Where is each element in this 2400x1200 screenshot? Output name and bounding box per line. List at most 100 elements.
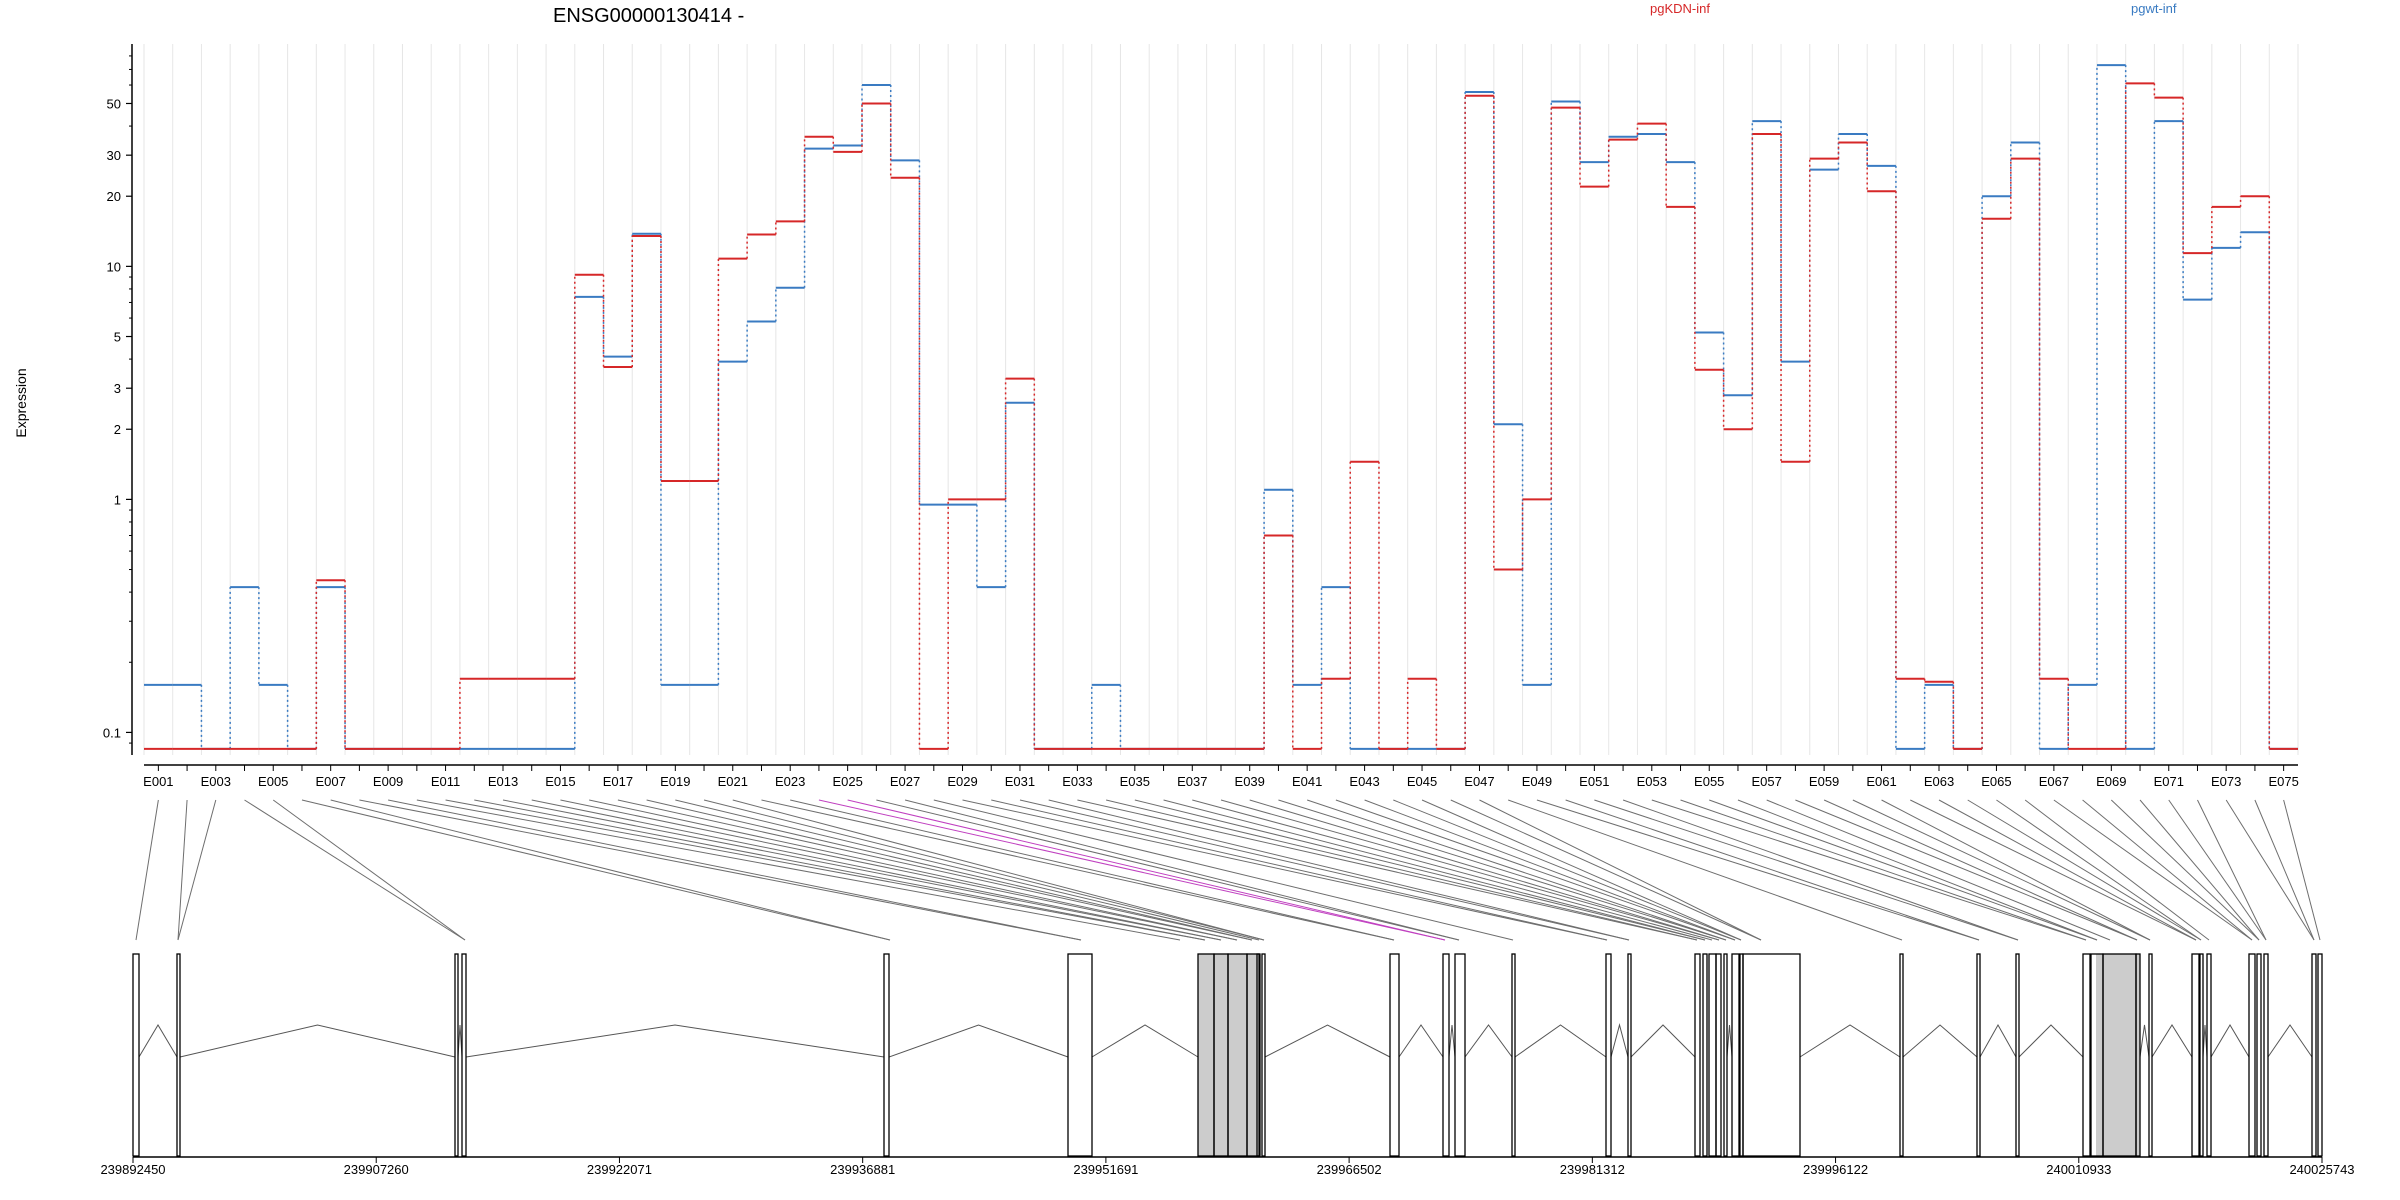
exon-box (2148, 953, 2153, 1157)
exon-connector (761, 799, 1395, 941)
intron-line (1979, 1023, 2017, 1058)
intron-line (465, 1024, 885, 1058)
exon-box (1731, 953, 1740, 1157)
coordinate-label: 240010933 (2046, 1162, 2111, 1177)
exon-connector (790, 799, 1395, 941)
x-tick-label: E033 (1062, 774, 1092, 789)
exon-connector (1307, 799, 1727, 941)
exon-connector (177, 799, 217, 941)
exon-connector (1134, 799, 1706, 941)
intron-line (1398, 1024, 1444, 1058)
x-tick-label: E031 (1005, 774, 1035, 789)
exon-connector (1996, 799, 2202, 941)
x-tick-label: E059 (1809, 774, 1839, 789)
exon-connector (1823, 799, 2138, 941)
exon-connector (1364, 799, 1736, 941)
exon-connector (1508, 799, 1903, 941)
exon-box (2317, 953, 2323, 1157)
x-tick-label: E075 (2268, 774, 2298, 789)
exon-connector (1795, 799, 2138, 941)
exon-box (1605, 953, 1612, 1157)
x-tick-label: E003 (201, 774, 231, 789)
exon-box (461, 953, 467, 1157)
y-tick-label: 3 (114, 381, 121, 396)
intron-line (1514, 1024, 1607, 1058)
y-axis: 0.1 1 2 3 5 10 20 30 50 (103, 44, 133, 755)
exon-box (1976, 953, 1981, 1157)
intron-line (1610, 1023, 1629, 1058)
x-tick-label: E063 (1924, 774, 1954, 789)
exon-connector (617, 799, 1253, 941)
exon-connector (1651, 799, 2087, 941)
exon-connector (2082, 799, 2253, 941)
exon-connector (589, 799, 1238, 941)
exon-connector (2168, 799, 2267, 941)
exon-connector (2197, 799, 2267, 941)
exon-connector (359, 799, 1082, 941)
exon-connector (301, 799, 891, 941)
x-tick-label: E047 (1464, 774, 1494, 789)
x-tick-label: E065 (1981, 774, 2011, 789)
exon-box (2256, 953, 2262, 1157)
coordinate-label: 239981312 (1560, 1162, 1625, 1177)
exon-connector (1450, 799, 1762, 941)
x-tick-label: E057 (1751, 774, 1781, 789)
x-tick-label: E069 (2096, 774, 2126, 789)
exon-box (2199, 953, 2204, 1157)
exon-connector (2225, 799, 2315, 941)
exon-connector (474, 799, 1206, 941)
exon-connector (1622, 799, 2019, 941)
exon-box (176, 953, 181, 1157)
x-tick-label: E019 (660, 774, 690, 789)
exon-box (1389, 953, 1400, 1157)
exon-connector-lines (135, 799, 2321, 941)
exon-box (2311, 953, 2317, 1157)
x-tick-label: E025 (832, 774, 862, 789)
exon-connector (1938, 799, 2197, 941)
exon-box (2135, 953, 2141, 1157)
chart-title: ENSG00000130414 - (553, 5, 744, 27)
exon-connector (646, 799, 1253, 941)
y-tick-label: 30 (107, 148, 121, 163)
exon-connector (847, 799, 1446, 941)
intron-line (1726, 1024, 1733, 1058)
x-tick-label: E023 (775, 774, 805, 789)
exon-connector (1163, 799, 1706, 941)
exon-connector (1737, 799, 2098, 941)
exon-connector (1335, 799, 1736, 941)
exon-connector (1077, 799, 1698, 941)
x-tick-label: E005 (258, 774, 288, 789)
x-tick-label: E037 (1177, 774, 1207, 789)
exon-box (1261, 953, 1266, 1157)
exon-connector (818, 799, 1446, 941)
x-tick-label: E055 (1694, 774, 1724, 789)
x-tick-label: E013 (488, 774, 518, 789)
intron-line (1630, 1024, 1696, 1058)
x-tick-label: E071 (2154, 774, 2184, 789)
coordinate-label: 239966502 (1317, 1162, 1382, 1177)
intron-line (2202, 1024, 2208, 1058)
intron-line (1799, 1024, 1901, 1058)
legend-series-pgkdn-inf: pgKDN-inf (1650, 1, 1710, 16)
y-tick-label: 20 (107, 189, 121, 204)
intron-line (457, 1024, 463, 1058)
exon-connector (531, 799, 1222, 941)
exon-connector (1680, 799, 2087, 941)
exon-connector (1565, 799, 1980, 941)
x-tick-label: E017 (603, 774, 633, 789)
exon-box (883, 953, 890, 1157)
y-tick-label: 5 (114, 330, 121, 345)
x-tick-label: E035 (1120, 774, 1150, 789)
exon-connector (272, 799, 466, 941)
exon-connector (2139, 799, 2260, 941)
x-tick-label: E073 (2211, 774, 2241, 789)
x-tick-label: E043 (1349, 774, 1379, 789)
intron-line (1464, 1024, 1513, 1058)
exon-connector (388, 799, 1082, 941)
exon-connector (1852, 799, 2151, 941)
exon-connector (244, 799, 466, 941)
gridlines (143, 44, 2299, 755)
x-tick-label: E049 (1522, 774, 1552, 789)
x-tick-label: E007 (315, 774, 345, 789)
exon-connector (703, 799, 1265, 941)
